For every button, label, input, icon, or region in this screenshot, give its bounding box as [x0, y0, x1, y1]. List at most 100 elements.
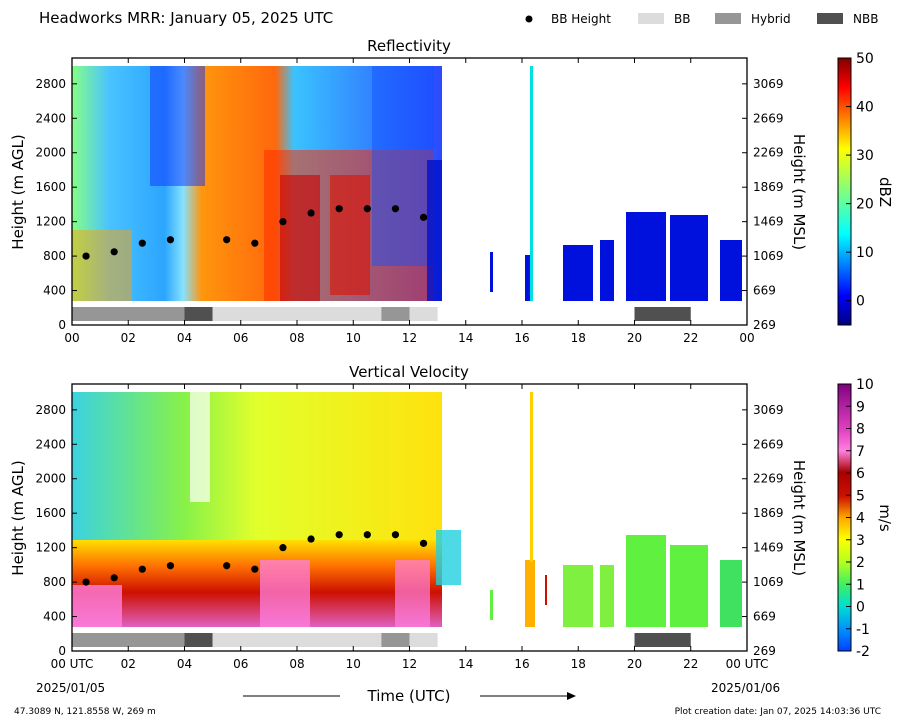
ytick-right-label: 669 — [753, 284, 776, 298]
xtick-label: 00 — [739, 331, 754, 345]
colorbar-tick-label: -2 — [856, 644, 870, 660]
velocity-colorbar-ticks: -2 -1 0 1 2 3 4 5 6 7 8 9 10 — [846, 377, 874, 660]
xtick-label: 04 — [177, 657, 192, 671]
ytick-label: 0 — [58, 318, 66, 332]
bb-height-point — [110, 574, 118, 582]
xtick-label: 16 — [514, 331, 529, 345]
legend-label: BB — [674, 12, 690, 26]
colorbar-tick-label: 50 — [856, 51, 874, 67]
xtick-label: 14 — [458, 331, 473, 345]
xtick-label: 12 — [402, 657, 417, 671]
xtick-label: 16 — [514, 657, 529, 671]
bb-height-point — [391, 531, 400, 539]
reflectivity-colorbar-label: dBZ — [876, 177, 894, 207]
legend-dot-icon — [525, 15, 533, 23]
time-arrow-head-icon — [567, 692, 576, 700]
x-axis-label: Time (UTC) — [367, 687, 451, 705]
ytick-label: 1200 — [35, 215, 66, 229]
bb-height-point — [419, 213, 428, 221]
reflectivity-bb-type-bar — [72, 307, 691, 321]
colorbar-tick-label: 3 — [856, 533, 865, 549]
xtick-label: 18 — [571, 657, 586, 671]
bb-height-point — [251, 565, 259, 573]
bb-height-point — [138, 565, 146, 573]
bb-height-point — [391, 205, 400, 213]
xtick-label: 02 — [121, 657, 136, 671]
ytick-label: 1600 — [35, 180, 66, 194]
colorbar-tick-label: 7 — [856, 444, 865, 460]
reflectivity-field — [72, 66, 742, 301]
xtick-label: 00 — [64, 331, 79, 345]
bb-height-point — [335, 531, 343, 539]
xtick-label: 04 — [177, 331, 192, 345]
bb-type-segment — [212, 633, 382, 647]
colorbar-tick-label: 0 — [856, 600, 865, 616]
bb-height-point — [82, 252, 90, 260]
bb-height-point — [223, 562, 231, 570]
reflectivity-ylabel-right: Height (m MSL) — [790, 134, 808, 250]
ytick-right-label: 3069 — [753, 403, 784, 417]
ytick-right-label: 1069 — [753, 575, 784, 589]
colorbar-tick-label: 10 — [856, 377, 874, 393]
colorbar-tick-label: 6 — [856, 466, 865, 482]
xtick-label: 12 — [402, 331, 417, 345]
ytick-label: 0 — [58, 644, 66, 658]
bb-height-point — [251, 239, 259, 247]
bb-type-segment — [184, 633, 213, 647]
bb-height-point — [82, 578, 90, 586]
ytick-right-label: 669 — [753, 610, 776, 624]
reflectivity-panel: Reflectivity 040080012001600200024002800… — [9, 37, 894, 345]
velocity-field — [72, 392, 742, 627]
ytick-label: 2000 — [35, 146, 66, 160]
velocity-yticks-left: 0 400 800 1200 1600 2000 2400 2800 — [35, 403, 77, 658]
xtick-label: 06 — [233, 331, 248, 345]
bb-legend: BB Height BB Hybrid NBB — [525, 12, 878, 26]
legend-label: BB Height — [551, 12, 611, 26]
colorbar-tick-label: 8 — [856, 422, 865, 438]
colorbar-tick-label: 30 — [856, 148, 874, 164]
velocity-panel: Vertical Velocity 0400800120016002000240… — [9, 363, 894, 671]
ytick-label: 1200 — [35, 541, 66, 555]
colorbar-tick-label: 1 — [856, 577, 865, 593]
ytick-label: 800 — [43, 575, 66, 589]
xtick-label: 18 — [571, 331, 586, 345]
ytick-right-label: 2669 — [753, 437, 784, 451]
bb-height-point — [307, 209, 315, 217]
colorbar-tick-label: -1 — [856, 622, 870, 638]
reflectivity-ylabel: Height (m AGL) — [9, 134, 27, 249]
bb-type-segment — [634, 307, 691, 321]
bb-height-point — [335, 205, 343, 213]
colorbar-tick-label: 9 — [856, 399, 865, 415]
xtick-label: 22 — [683, 331, 698, 345]
colorbar-tick-label: 40 — [856, 100, 874, 116]
velocity-xticks: 00 UTC 02 04 06 08 10 12 14 16 18 20 22 00 UTC — [51, 384, 768, 671]
colorbar-tick-label: 2 — [856, 555, 865, 571]
velocity-title: Vertical Velocity — [349, 363, 469, 381]
ytick-right-label: 1069 — [753, 249, 784, 263]
xtick-label: 22 — [683, 657, 698, 671]
colorbar-tick-label: 0 — [856, 294, 865, 310]
legend-label: Hybrid — [751, 12, 791, 26]
bb-height-point — [166, 562, 175, 570]
bb-type-segment — [381, 307, 410, 321]
bb-type-segment — [184, 307, 213, 321]
ytick-right-label: 1869 — [753, 506, 784, 520]
reflectivity-colorbar-ticks: 0 10 20 30 40 50 — [846, 51, 874, 310]
start-date: 2025/01/05 — [36, 681, 105, 695]
bb-type-segment — [409, 633, 438, 647]
xtick-label: 10 — [346, 331, 361, 345]
xtick-label: 10 — [346, 657, 361, 671]
xtick-label: 08 — [289, 657, 304, 671]
ytick-right-label: 2269 — [753, 472, 784, 486]
ytick-label: 400 — [43, 610, 66, 624]
reflectivity-yticks-right: 269 669 1069 1469 1869 2269 2669 3069 — [742, 77, 784, 332]
figure-title: Headworks MRR: January 05, 2025 UTC — [39, 9, 333, 27]
xtick-label: 06 — [233, 657, 248, 671]
ytick-right-label: 269 — [753, 644, 776, 658]
xtick-label: 14 — [458, 657, 473, 671]
end-date: 2025/01/06 — [711, 681, 780, 695]
bb-height-point — [166, 236, 175, 244]
xtick-label: 20 — [627, 657, 642, 671]
ytick-label: 400 — [43, 284, 66, 298]
